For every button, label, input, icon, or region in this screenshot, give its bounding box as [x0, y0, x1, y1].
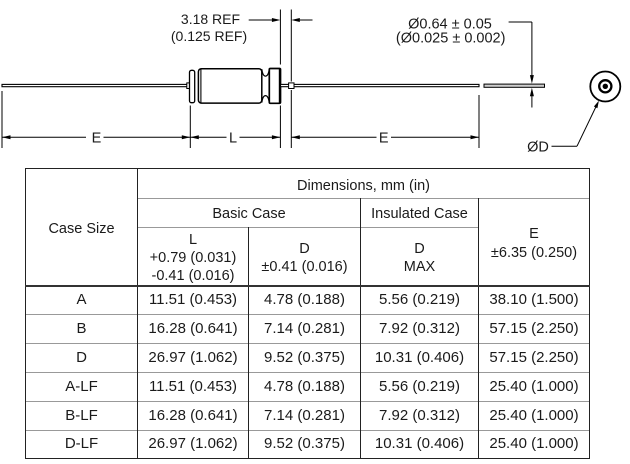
svg-text:L: L [229, 130, 237, 146]
svg-text:Ø0.64 ± 0.05: Ø0.64 ± 0.05 [408, 17, 492, 33]
svg-text:E: E [92, 130, 102, 146]
svg-text:E: E [379, 130, 389, 146]
svg-text:(Ø0.025 ± 0.002): (Ø0.025 ± 0.002) [396, 31, 506, 47]
svg-text:3.18 REF: 3.18 REF [181, 11, 240, 27]
svg-text:ØD: ØD [527, 140, 549, 156]
svg-text:(0.125 REF): (0.125 REF) [171, 28, 247, 44]
